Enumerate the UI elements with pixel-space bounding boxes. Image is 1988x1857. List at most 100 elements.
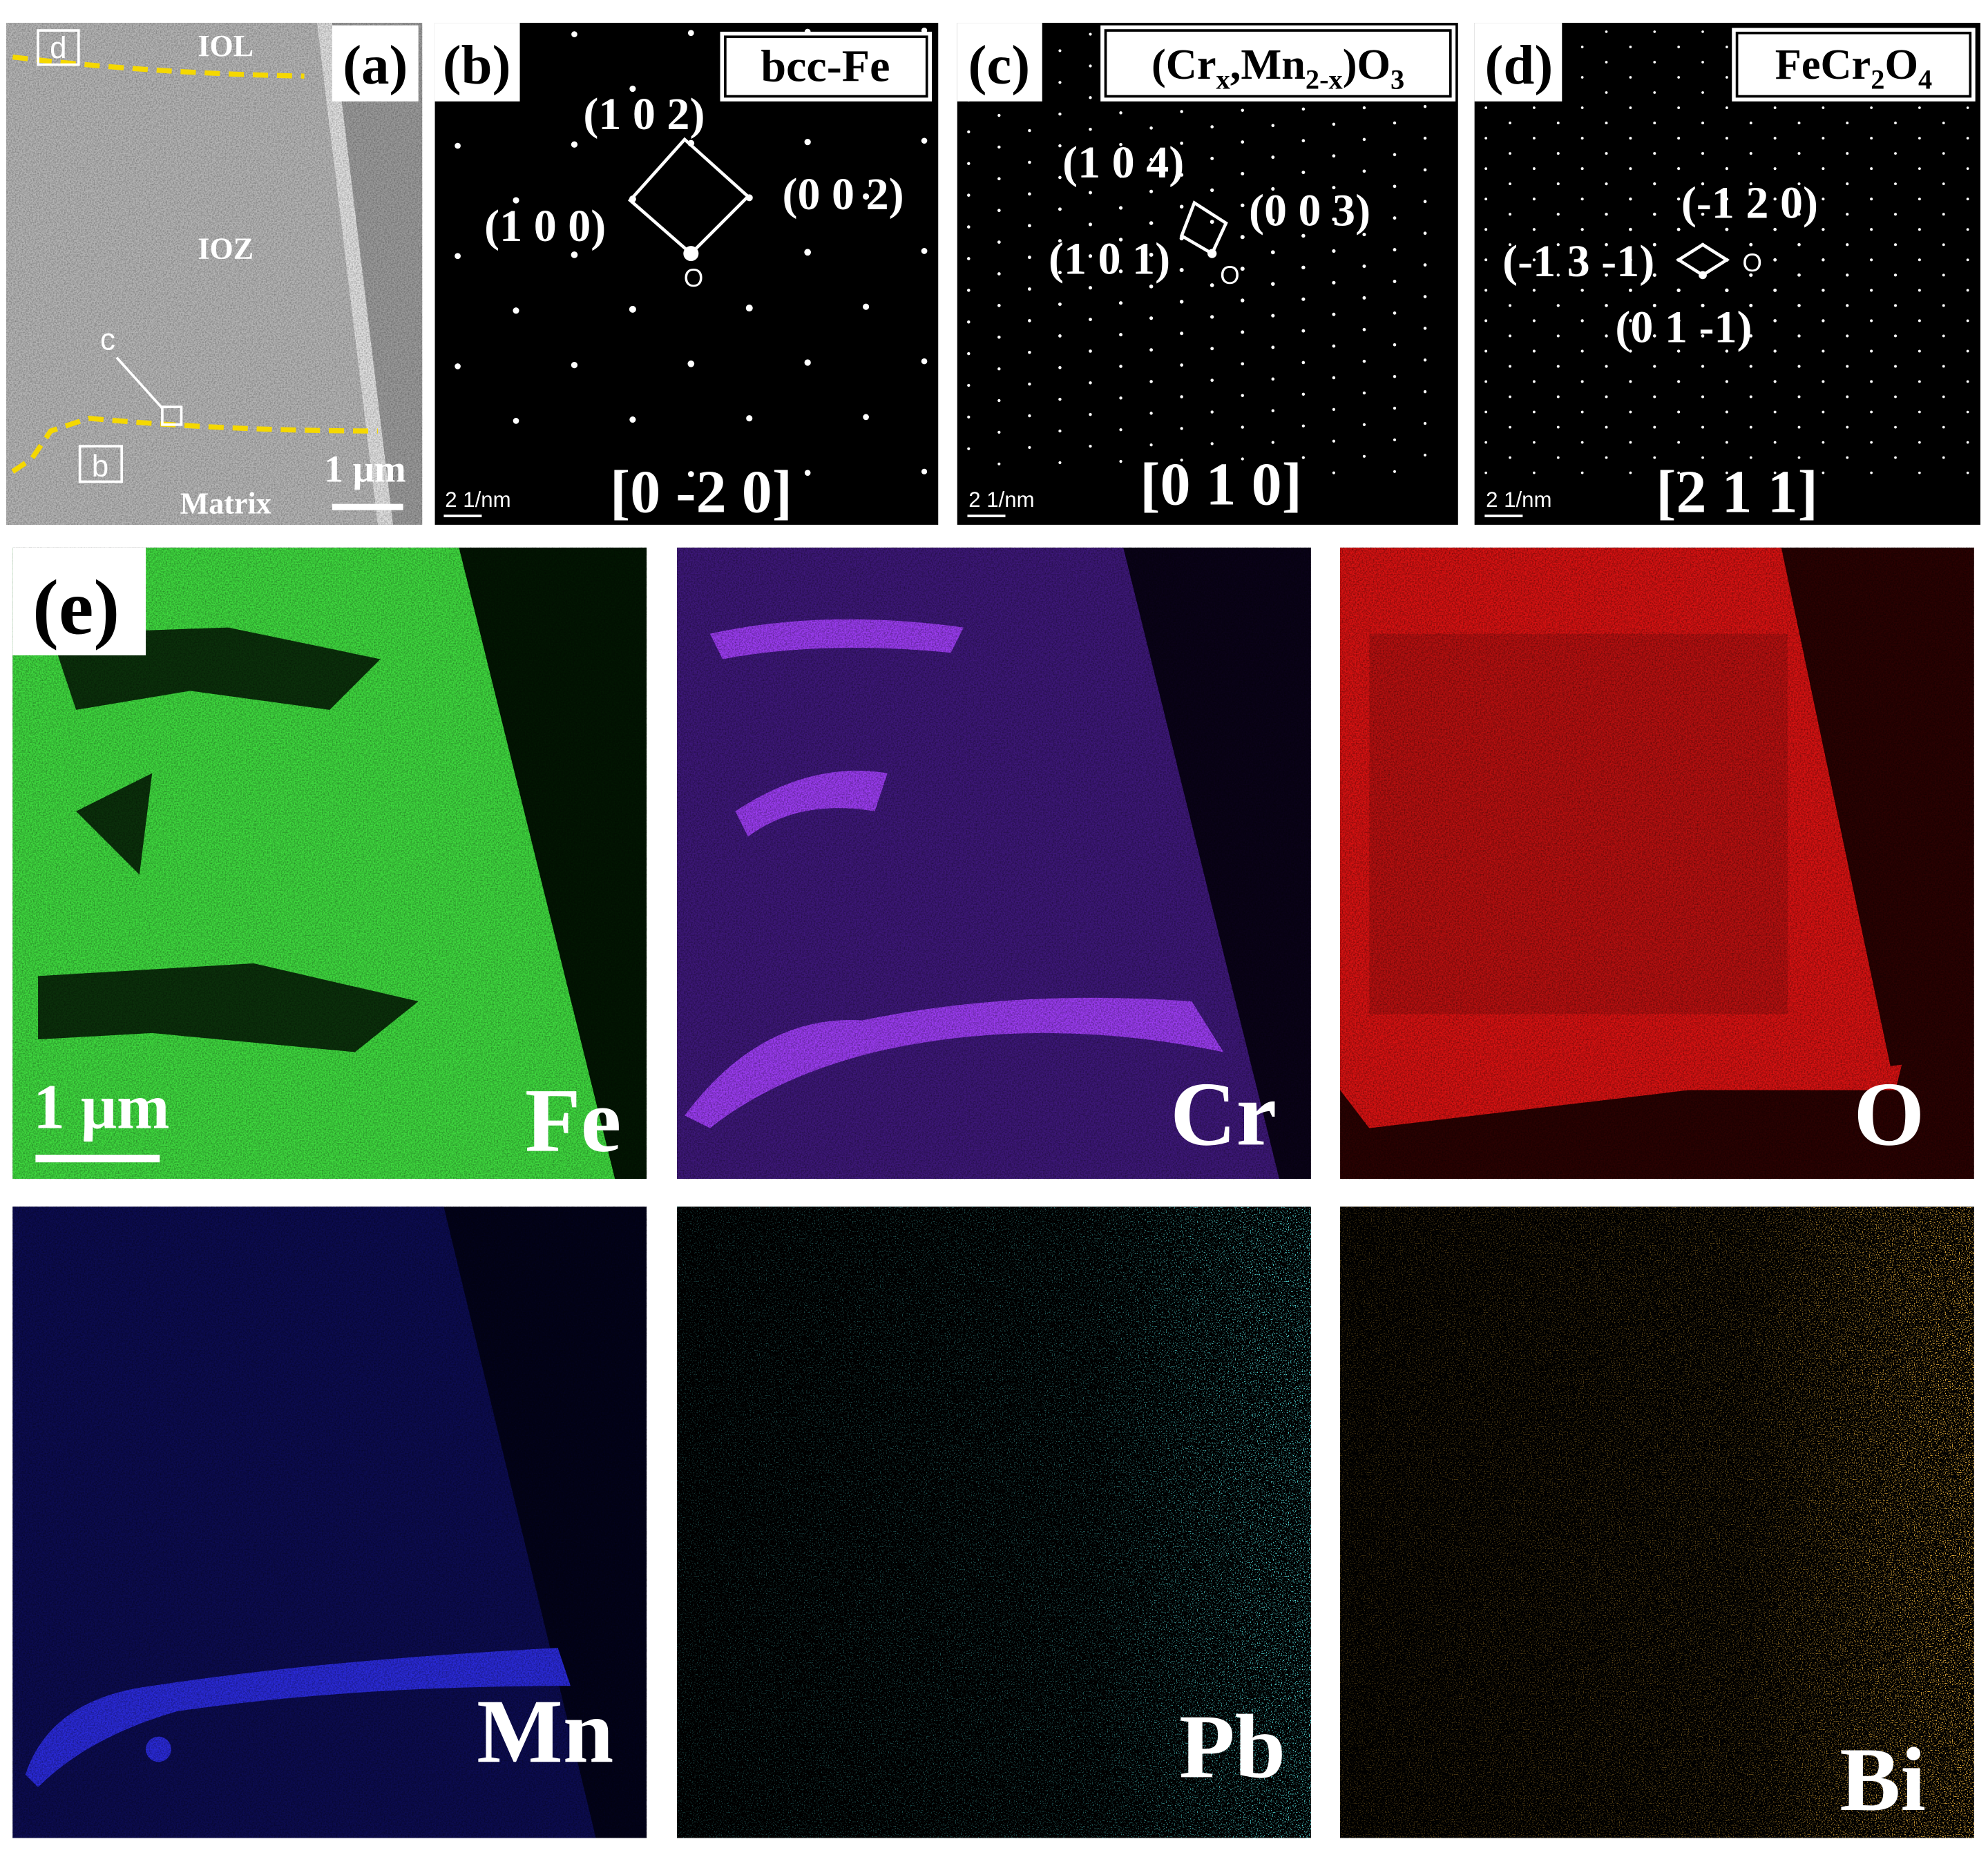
diffraction-spot bbox=[1629, 167, 1632, 171]
diffraction-spot bbox=[1580, 410, 1584, 414]
diffraction-spot bbox=[804, 470, 811, 476]
diffraction-spot bbox=[1846, 365, 1849, 368]
plane-index: (-1 3 -1) bbox=[1502, 236, 1654, 287]
diffraction-spot bbox=[513, 197, 519, 204]
diffraction-spot bbox=[1089, 381, 1092, 385]
diffraction-spot bbox=[1870, 349, 1873, 353]
diffraction-spot bbox=[1532, 167, 1536, 171]
plane-index: (1 0 1) bbox=[1049, 233, 1170, 284]
diffraction-spot bbox=[1846, 182, 1849, 186]
diffraction-spot bbox=[1241, 140, 1245, 144]
diffraction-spot bbox=[1058, 271, 1062, 275]
texture bbox=[1340, 547, 1974, 1180]
layer-label: IOZ bbox=[198, 231, 254, 265]
diffraction-spot bbox=[1580, 76, 1584, 79]
diffraction-spot bbox=[997, 145, 1001, 149]
diffraction-spot bbox=[1773, 349, 1777, 353]
diffraction-spot bbox=[1028, 128, 1031, 133]
diffraction-spot bbox=[997, 462, 1001, 465]
layer-label: IOL bbox=[198, 29, 254, 63]
diffraction-spot bbox=[1677, 167, 1681, 171]
zone-axis: [0 -2 0] bbox=[610, 459, 792, 526]
diffraction-spot bbox=[967, 383, 971, 387]
phase-box bbox=[1100, 25, 1456, 102]
diffraction-spot bbox=[1301, 392, 1306, 396]
diffraction-spot bbox=[1028, 351, 1031, 354]
diffraction-spot bbox=[1822, 137, 1825, 140]
unit-cell bbox=[1675, 242, 1730, 278]
diffraction-spot bbox=[1726, 46, 1728, 48]
diffraction-spot bbox=[1509, 425, 1511, 429]
diffraction-spot bbox=[1773, 258, 1777, 262]
origin-label: O bbox=[1220, 261, 1240, 289]
unit-cell bbox=[627, 137, 751, 256]
diffraction-spot bbox=[1058, 49, 1062, 52]
diffraction-spot bbox=[1942, 213, 1945, 216]
diffraction-spot bbox=[1270, 250, 1275, 255]
diffraction-spot bbox=[1180, 173, 1184, 177]
panel-label: (a) bbox=[343, 35, 408, 96]
diffraction-spot bbox=[1089, 96, 1092, 99]
origin-label: O bbox=[684, 264, 704, 292]
diffraction-spot bbox=[1484, 289, 1488, 292]
diffraction-spot bbox=[1653, 425, 1656, 429]
diffraction-spot bbox=[1301, 424, 1306, 427]
diffraction-spot bbox=[997, 113, 1001, 117]
diffraction-spot bbox=[1484, 167, 1488, 171]
diffraction-spot bbox=[1629, 441, 1632, 444]
zone-axis: [2 1 1] bbox=[1656, 459, 1818, 526]
diffraction-spot bbox=[1725, 106, 1728, 109]
diffraction-spot bbox=[1119, 365, 1122, 368]
scale-label: 2 1/nm bbox=[445, 488, 510, 512]
diffraction-spot bbox=[967, 289, 971, 292]
diffraction-spot bbox=[1629, 46, 1632, 48]
diffraction-spot bbox=[1210, 410, 1214, 414]
diffraction-spot bbox=[1362, 454, 1366, 458]
diffraction-spot bbox=[1058, 302, 1062, 306]
diffraction-spot bbox=[1180, 427, 1183, 430]
diffraction-spot bbox=[1028, 382, 1031, 386]
label-box bbox=[957, 23, 1042, 102]
diffraction-spot bbox=[1210, 157, 1214, 160]
phase-part: )O bbox=[1343, 41, 1390, 88]
diffraction-spot bbox=[1241, 108, 1244, 112]
diffraction-spot bbox=[1918, 441, 1921, 444]
diffraction-spot bbox=[1918, 471, 1921, 474]
diffraction-spot bbox=[1240, 267, 1245, 271]
diffraction-spot bbox=[1580, 46, 1584, 48]
diffraction-spot bbox=[1180, 459, 1183, 462]
diffraction-spot bbox=[1749, 303, 1753, 307]
diffraction-spot bbox=[1870, 137, 1873, 140]
diffraction-spot bbox=[1870, 380, 1873, 383]
diffraction-spot bbox=[1532, 258, 1536, 262]
diffraction-spot bbox=[1605, 273, 1608, 277]
diffraction-spot bbox=[1918, 349, 1921, 353]
diffraction-spot bbox=[1701, 334, 1705, 338]
diffraction-spot bbox=[1027, 287, 1031, 291]
diffraction-spot bbox=[1846, 334, 1849, 338]
diffraction-spot bbox=[1846, 213, 1849, 216]
diffraction-spot bbox=[1942, 334, 1945, 338]
diffraction-spot bbox=[997, 398, 1001, 403]
diffraction-spot bbox=[1271, 124, 1275, 128]
diffraction-spot bbox=[1532, 380, 1536, 383]
diffraction-spot bbox=[1362, 359, 1366, 363]
diffraction-spot bbox=[1893, 243, 1898, 247]
diffraction-spot bbox=[1484, 228, 1488, 231]
diffraction-spot bbox=[1629, 471, 1632, 474]
diffraction-spot bbox=[1676, 227, 1681, 231]
diffraction-spot bbox=[1179, 267, 1184, 272]
diffraction-spot bbox=[1773, 410, 1777, 414]
map-fe: (e) 1 μm Fe bbox=[12, 547, 647, 1180]
diffraction-spot bbox=[804, 249, 812, 256]
diffraction-spot bbox=[1484, 441, 1488, 444]
diffraction-spot bbox=[1532, 289, 1536, 292]
diffraction-spot bbox=[1532, 410, 1536, 414]
diffraction-spot bbox=[1701, 365, 1705, 368]
diffraction-spot bbox=[1271, 314, 1275, 318]
diffraction-spot bbox=[1677, 46, 1680, 48]
diffraction-spot bbox=[1942, 456, 1945, 459]
diffraction-spot bbox=[1773, 441, 1777, 444]
diffraction-spot bbox=[1332, 439, 1336, 443]
diffraction-spot bbox=[1241, 394, 1244, 397]
